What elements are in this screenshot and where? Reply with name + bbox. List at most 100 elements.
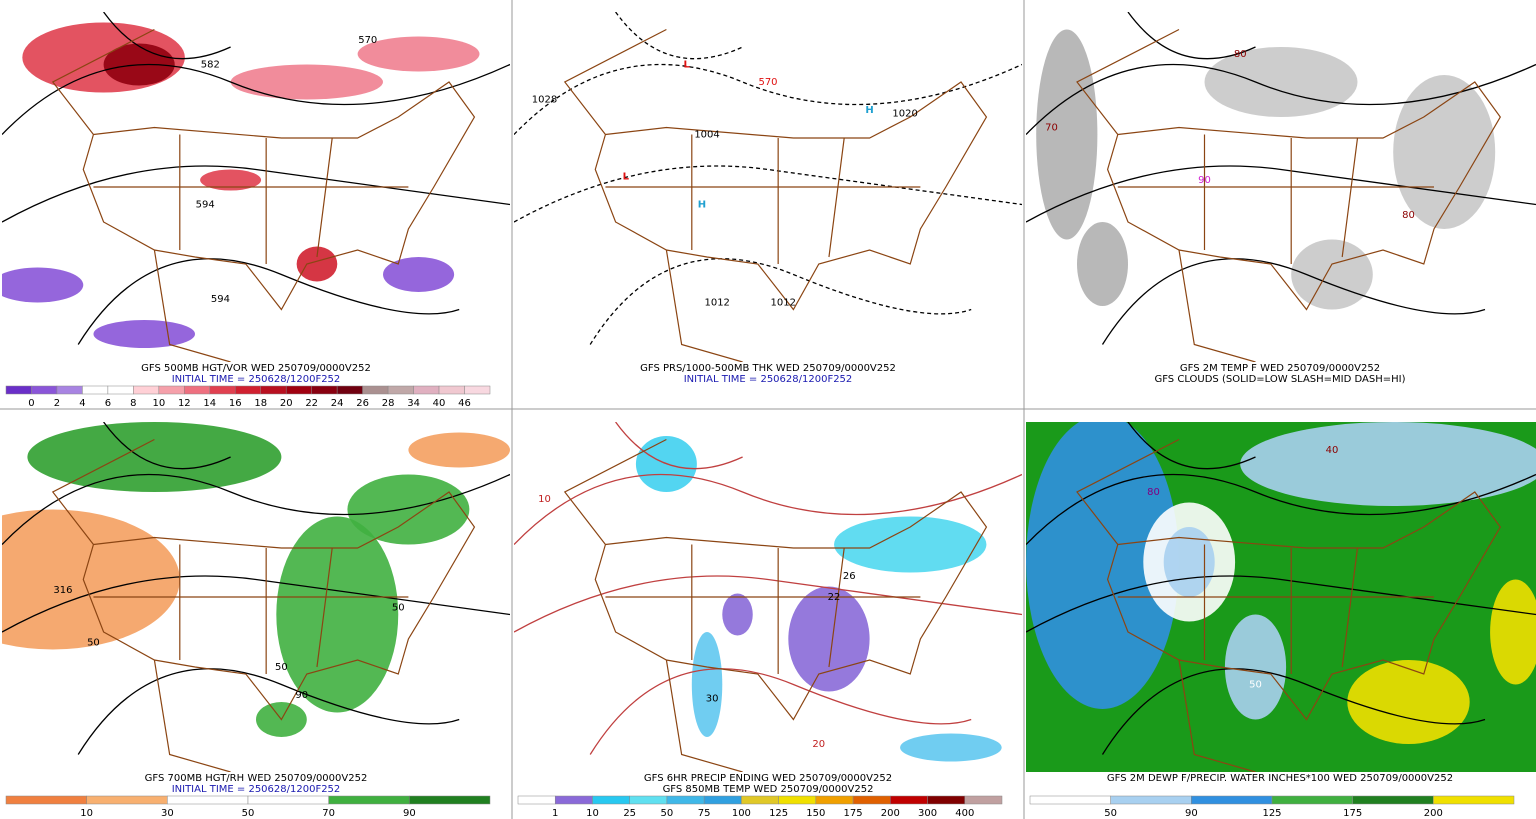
map-label: 70: [1045, 123, 1058, 134]
map-label: 40: [1326, 445, 1339, 456]
colorbar-box: [362, 385, 389, 395]
colorbar-box: [247, 795, 329, 805]
colorbar-label: 10: [80, 808, 93, 819]
contour-line: [2, 422, 510, 755]
colorbar-box: [927, 795, 966, 805]
colorbar-box: [1110, 795, 1192, 805]
colorbar-box: [1352, 795, 1434, 805]
shaded-area: [1490, 579, 1536, 685]
map-label: H: [698, 200, 706, 211]
colorbar-box: [209, 385, 236, 395]
colorbar-label: 26: [356, 398, 369, 409]
colorbar-label: 34: [407, 398, 420, 409]
colorbar-label: 175: [1343, 808, 1362, 819]
map: [514, 12, 1022, 362]
colorbar-label: 12: [178, 398, 191, 409]
colorbar-box: [82, 385, 109, 395]
colorbar-label: 175: [844, 808, 863, 819]
colorbar-label: 125: [1262, 808, 1281, 819]
colorbar-label: 200: [1424, 808, 1443, 819]
map-label: 582: [201, 60, 220, 71]
shaded-area: [1077, 222, 1128, 306]
shaded-area: [276, 516, 399, 713]
map-shapes: [514, 12, 1022, 362]
colorbar-box: [285, 385, 312, 395]
caption: GFS PRS/1000-500MB THK WED 250709/0000V2…: [640, 363, 896, 374]
colorbar-label: 28: [382, 398, 395, 409]
colorbar-box: [311, 385, 338, 395]
colorbar-box: [5, 385, 32, 395]
map-label: 80: [1402, 210, 1415, 221]
colorbar-box: [158, 385, 185, 395]
colorbar-box: [464, 385, 491, 395]
shaded-area: [408, 432, 510, 468]
colorbar-label: 50: [661, 808, 674, 819]
colorbar-label: 8: [130, 398, 136, 409]
shaded-area: [1026, 422, 1179, 709]
shaded-area: [722, 593, 753, 636]
colorbar-box: [387, 385, 414, 395]
caption: INITIAL TIME = 250628/1200F252: [172, 784, 341, 795]
map-label: 50: [392, 603, 405, 614]
colorbar-label: 20: [280, 398, 293, 409]
colorbar-label: 30: [161, 808, 174, 819]
colorbar-box: [517, 795, 556, 805]
shaded-area: [1240, 422, 1536, 506]
shaded-area: [834, 516, 987, 573]
map-label: 594: [196, 200, 215, 211]
map-label: 80: [1147, 487, 1160, 498]
colorbar-label: 50: [1104, 808, 1117, 819]
colorbar-box: [815, 795, 854, 805]
shaded-area: [357, 36, 480, 72]
colorbar-box: [778, 795, 817, 805]
colorbar-label: 25: [623, 808, 636, 819]
colorbar-label: 6: [105, 398, 111, 409]
colorbar-box: [184, 385, 211, 395]
colorbar-box: [741, 795, 779, 805]
colorbar-box: [438, 385, 465, 395]
map-label: 1012: [704, 298, 729, 309]
shaded-area: [383, 257, 455, 292]
colorbar-label: 300: [918, 808, 937, 819]
colorbar-label: 0: [28, 398, 34, 409]
map-panel: 50 80 40 GFS 2M DEWP F/PRECIP. WATER INCHES…: [1026, 422, 1536, 819]
map-shapes: [1026, 422, 1536, 772]
caption: GFS 500MB HGT/VOR WED 250709/0000V252: [141, 363, 371, 374]
map-label: L: [684, 60, 691, 71]
caption: GFS CLOUDS (SOLID=LOW SLASH=MID DASH=HI): [1154, 374, 1405, 385]
colorbar-box: [167, 795, 249, 805]
caption: INITIAL TIME = 250628/1200F252: [172, 374, 341, 385]
map-label: L: [623, 172, 630, 183]
colorbar-box: [1191, 795, 1273, 805]
caption: GFS 6HR PRECIP ENDING WED 250709/0000V25…: [644, 773, 892, 784]
shaded-area: [1291, 239, 1373, 310]
map-label: 50: [275, 662, 288, 673]
colorbar-box: [56, 385, 83, 395]
map-label: 570: [758, 77, 777, 88]
colorbar-box: [86, 795, 168, 805]
map-label: 1004: [694, 130, 719, 141]
map-panel: 1028 1012 1004 L L H H 1020 1012 570 GFS PRS/1000-…: [514, 12, 1022, 385]
shaded-area: [296, 246, 338, 282]
map: [2, 422, 510, 772]
boundary-lines: [1077, 30, 1500, 363]
colorbar-box: [890, 795, 928, 805]
map-label: 10: [538, 494, 551, 505]
shaded-area: [200, 169, 262, 191]
shaded-area: [1224, 614, 1287, 720]
caption: GFS 2M TEMP F WED 250709/0000V252: [1180, 363, 1380, 374]
boundary-lines: [53, 30, 475, 363]
colorbar-label: 150: [806, 808, 825, 819]
colorbar-label: 70: [322, 808, 335, 819]
colorbar-box: [1433, 795, 1515, 805]
colorbar-label: 200: [881, 808, 900, 819]
caption: INITIAL TIME = 250628/1200F252: [684, 374, 853, 385]
contour-line: [2, 12, 510, 345]
map-label: 1028: [532, 95, 557, 106]
map-label: 316: [53, 585, 72, 596]
shaded-area: [1393, 75, 1496, 229]
map-panel: 570 582 594 594 GFS 500MB HGT/VOR WED 250709…: [2, 12, 510, 409]
shaded-area: [1036, 29, 1098, 240]
